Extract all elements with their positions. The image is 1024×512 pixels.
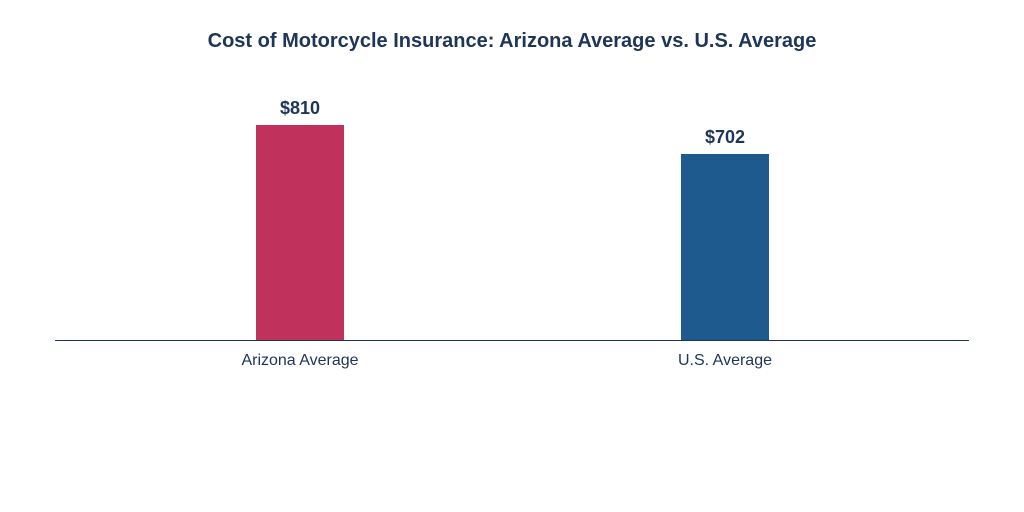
- bar-rect: [256, 125, 344, 340]
- bar-value-label: $810: [280, 98, 320, 119]
- bar-group: $810: [256, 98, 344, 340]
- chart-baseline: [55, 340, 969, 341]
- insurance-cost-chart: Cost of Motorcycle Insurance: Arizona Av…: [0, 0, 1024, 512]
- bar-category-label: Arizona Average: [150, 352, 450, 370]
- bar-category-label: U.S. Average: [575, 352, 875, 370]
- chart-title: Cost of Motorcycle Insurance: Arizona Av…: [0, 30, 1024, 53]
- bar-rect: [681, 154, 769, 340]
- bar-group: $702: [681, 127, 769, 340]
- bar-value-label: $702: [705, 127, 745, 148]
